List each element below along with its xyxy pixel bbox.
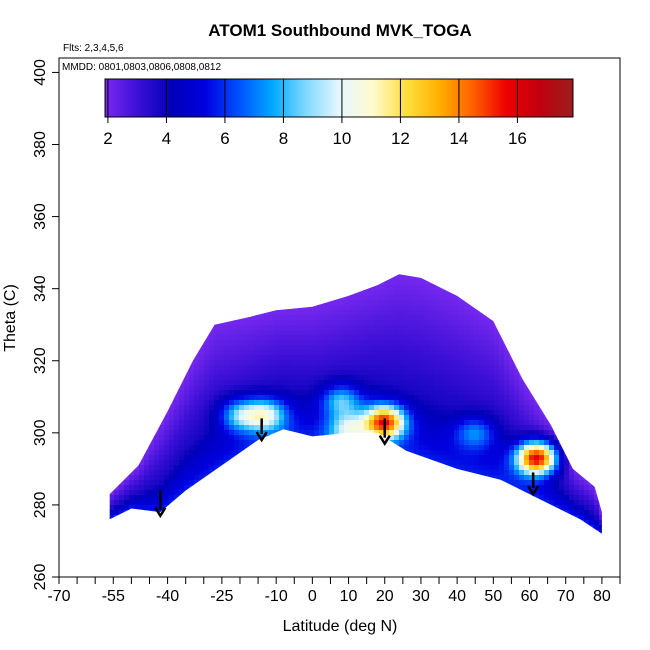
x-tick-label: -55 bbox=[102, 588, 125, 605]
colorbar-tick-label: 14 bbox=[449, 129, 468, 148]
dates-note: MMDD: 0801,0803,0806,0808,0812 bbox=[62, 62, 221, 73]
colorbar: 2 4 6 8 10 12 14 16 bbox=[103, 78, 574, 148]
x-tick-label: 70 bbox=[557, 588, 575, 605]
colorbar-tick-label: 4 bbox=[162, 129, 171, 148]
arrow-head bbox=[255, 431, 268, 443]
y-tick-label: 300 bbox=[32, 419, 49, 446]
x-tick-label: 10 bbox=[340, 588, 358, 605]
colorbar-tick-label: 6 bbox=[220, 129, 229, 148]
x-tick-label: 20 bbox=[376, 588, 394, 605]
colorbar-tick-label: 8 bbox=[279, 129, 288, 148]
y-tick-label: 320 bbox=[32, 347, 49, 374]
y-tick-label: 380 bbox=[32, 131, 49, 158]
y-tick-label: 360 bbox=[32, 203, 49, 230]
colorbar-tick-label: 12 bbox=[391, 129, 410, 148]
x-tick-label: 50 bbox=[484, 588, 502, 605]
x-tick-label: 40 bbox=[448, 588, 466, 605]
colorbar-tick-label: 16 bbox=[508, 129, 527, 148]
arrow-head bbox=[154, 507, 167, 519]
y-tick-label: 400 bbox=[32, 59, 49, 86]
x-tick-label: 0 bbox=[308, 588, 317, 605]
colorbar-tick-label: 2 bbox=[103, 129, 112, 148]
y-axis: 260 280 300 320 340 360 380 400 bbox=[32, 59, 59, 590]
x-tick-label: -25 bbox=[210, 588, 233, 605]
arrow-head bbox=[527, 485, 540, 497]
arrow-head bbox=[378, 434, 391, 447]
arrow-layer bbox=[154, 418, 540, 519]
y-tick-label: 280 bbox=[32, 491, 49, 518]
y-tick-label: 260 bbox=[32, 564, 49, 591]
x-tick-label: 30 bbox=[412, 588, 430, 605]
flights-note: Flts: 2,3,4,5,6 bbox=[63, 43, 124, 54]
chart-title: ATOM1 Southbound MVK_TOGA bbox=[208, 21, 471, 40]
colorbar-tick-label: 10 bbox=[332, 129, 351, 148]
y-axis-label: Theta (C) bbox=[2, 284, 19, 352]
plot-area: 2 4 6 8 10 12 14 16 MMDD: 0801,0803,0806,0808,0… bbox=[58, 57, 621, 578]
colorbar-gradient bbox=[104, 78, 574, 118]
y-tick-label: 340 bbox=[32, 275, 49, 302]
x-axis-label: Latitude (deg N) bbox=[283, 618, 398, 635]
x-tick-label: -40 bbox=[156, 588, 179, 605]
x-tick-label: -70 bbox=[47, 588, 70, 605]
x-tick-label: 80 bbox=[593, 588, 611, 605]
x-tick-label: 60 bbox=[521, 588, 539, 605]
x-tick-label: -10 bbox=[265, 588, 288, 605]
x-axis: -70 -55 -40 -25 -10 0 10 20 30 40 50 60 70 80 bbox=[47, 577, 621, 605]
